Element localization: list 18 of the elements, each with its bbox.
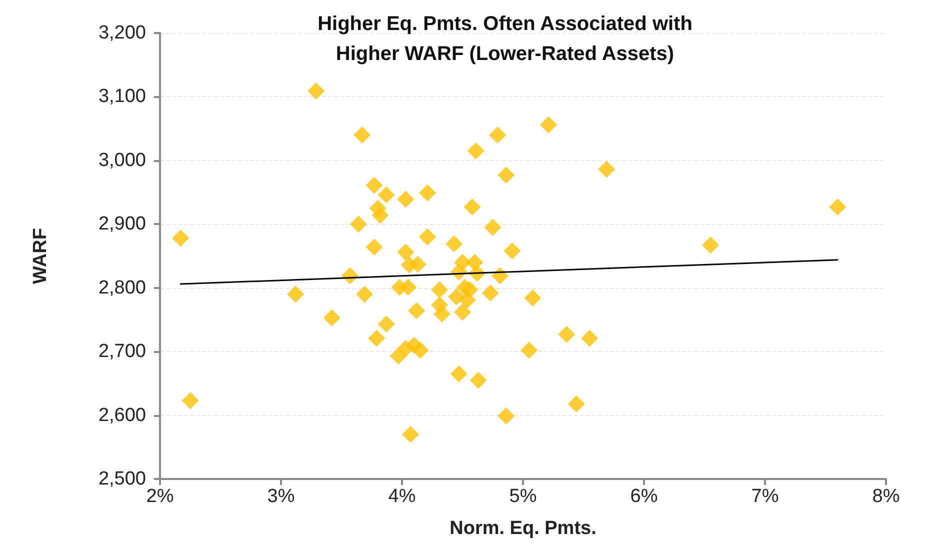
y-tick-label: 2,800 [98, 277, 146, 298]
y-tick-label: 2,600 [98, 404, 146, 426]
y-tick-label: 2,500 [98, 468, 146, 490]
y-tick-label: 3,200 [98, 22, 146, 44]
x-tick-label: 3% [267, 486, 295, 507]
y-tick-label: 3,100 [98, 86, 146, 108]
x-tick-label: 2% [146, 486, 174, 507]
x-tick-label: 7% [751, 486, 779, 507]
chart-title: Higher Eq. Pmts. Often Associated with Higher WARF (Lower-Rated Assets) [318, 13, 692, 65]
x-tick-label: 5% [509, 486, 537, 507]
y-tick-label: 3,000 [98, 150, 146, 171]
x-tick-label: 8% [872, 486, 900, 507]
x-tick-label: 4% [388, 486, 416, 507]
y-axis-title: WARF [30, 228, 51, 284]
x-tick-label: 6% [630, 486, 658, 507]
x-axis-title: Norm. Eq. Pmts. [450, 518, 596, 539]
y-tick-label: 2,700 [98, 341, 146, 362]
y-tick-label: 2,900 [98, 214, 146, 235]
